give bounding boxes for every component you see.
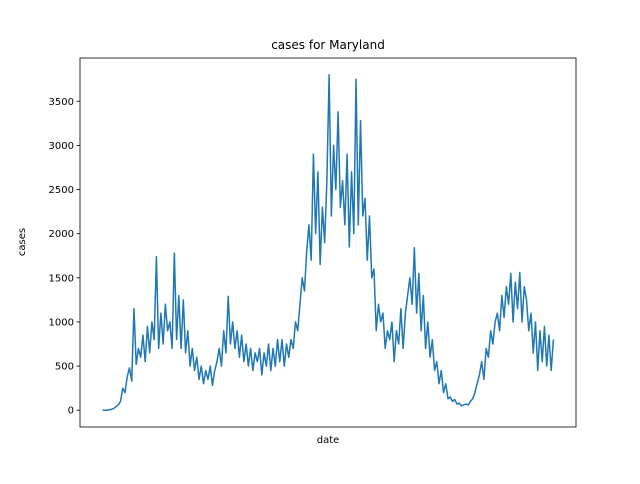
x-axis-label: date: [317, 435, 340, 446]
y-tick-label: 500: [55, 362, 74, 373]
y-tick-label: 2500: [49, 185, 74, 196]
y-tick-label: 2000: [49, 229, 74, 240]
y-axis-label: cases: [17, 228, 28, 256]
data-line: [102, 74, 555, 411]
y-tick-label: 1500: [49, 273, 74, 284]
chart-title: cases for Maryland: [271, 38, 385, 52]
plot-frame: [79, 57, 577, 428]
y-tick-label: 1000: [49, 317, 74, 328]
y-tick-label: 0: [68, 406, 74, 417]
y-tick-label: 3000: [49, 141, 74, 152]
y-tick-label: 3500: [49, 97, 74, 108]
